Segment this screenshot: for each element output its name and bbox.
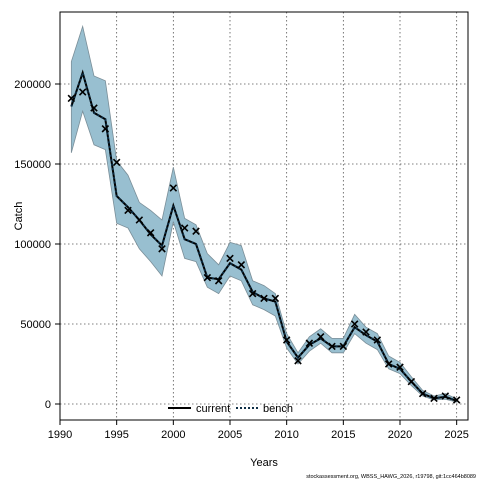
observed-point bbox=[396, 363, 404, 371]
y-tick-label: 0 bbox=[45, 399, 51, 411]
y-tick-label: 200000 bbox=[14, 79, 51, 91]
observed-point bbox=[112, 158, 121, 167]
series-line-bench bbox=[70, 69, 457, 402]
observed-point bbox=[430, 394, 438, 403]
x-tick-label: 2010 bbox=[274, 429, 298, 441]
observed-point-stroke bbox=[328, 342, 336, 351]
observed-point bbox=[452, 396, 461, 404]
y-axis-label: Catch bbox=[13, 202, 25, 231]
observed-point-stroke bbox=[441, 392, 450, 400]
observed-point-stroke bbox=[214, 277, 223, 285]
observed-point bbox=[67, 94, 76, 103]
observed-point bbox=[214, 277, 223, 285]
observed-point-stroke bbox=[78, 88, 87, 96]
observed-point bbox=[260, 294, 268, 303]
observed-point bbox=[78, 88, 87, 96]
x-tick-label: 2015 bbox=[331, 429, 355, 441]
legend: current bench bbox=[168, 403, 293, 415]
observed-point-stroke bbox=[418, 389, 427, 398]
observed-point bbox=[146, 229, 155, 237]
observed-point-stroke bbox=[350, 320, 359, 328]
observed-point bbox=[237, 261, 246, 269]
x-axis-label: Years bbox=[250, 457, 278, 469]
series-line-current bbox=[70, 69, 457, 402]
footer-text: stockassessment.org, WBSS_HAWG_2026, r19… bbox=[306, 474, 476, 480]
observed-point-stroke bbox=[124, 206, 132, 215]
observed-point-stroke bbox=[316, 333, 325, 341]
x-tick-label: 2025 bbox=[444, 429, 468, 441]
observed-point bbox=[158, 245, 166, 253]
observed-point bbox=[203, 273, 212, 282]
observed-point bbox=[339, 342, 348, 351]
observed-point-stroke bbox=[90, 104, 98, 112]
observed-point-stroke bbox=[158, 245, 166, 253]
observed-point bbox=[384, 360, 393, 368]
observed-point bbox=[441, 392, 450, 400]
observed-point bbox=[294, 357, 302, 365]
observed-point-stroke bbox=[180, 224, 189, 232]
observed-point-stroke bbox=[260, 294, 268, 303]
grid bbox=[59, 12, 468, 420]
legend-bench-label: bench bbox=[263, 403, 293, 415]
observed-point bbox=[192, 227, 200, 235]
observed-point-stroke bbox=[407, 377, 416, 386]
observed-point-stroke bbox=[226, 254, 234, 263]
x-tick-label: 2020 bbox=[388, 429, 412, 441]
observed-point-stroke bbox=[67, 94, 76, 103]
observed-point bbox=[180, 224, 189, 232]
observed-point-stroke bbox=[203, 273, 212, 282]
observed-point bbox=[305, 339, 314, 347]
observed-point bbox=[248, 289, 257, 298]
observed-point-stroke bbox=[271, 294, 280, 303]
observed-point-stroke bbox=[282, 336, 291, 344]
observed-point bbox=[407, 377, 416, 386]
observed-point-stroke bbox=[112, 158, 121, 167]
observed-point bbox=[328, 342, 336, 351]
observed-point-stroke bbox=[101, 125, 110, 133]
observed-point-stroke bbox=[430, 394, 438, 403]
observed-point bbox=[169, 184, 178, 192]
observed-point-stroke bbox=[146, 229, 155, 237]
observed-point-stroke bbox=[135, 216, 144, 224]
observed-point-stroke bbox=[396, 363, 404, 371]
x-tick-label: 1995 bbox=[104, 429, 128, 441]
observed-point-stroke bbox=[237, 261, 246, 269]
plot-frame bbox=[59, 11, 469, 421]
y-tick-label: 50000 bbox=[20, 319, 51, 331]
observed-point bbox=[124, 206, 132, 215]
observed-point bbox=[226, 254, 234, 263]
observed-point bbox=[282, 336, 291, 344]
legend-current-label: current bbox=[196, 403, 230, 415]
observed-point-stroke bbox=[339, 342, 348, 351]
observed-point-stroke bbox=[248, 289, 257, 298]
y-axis: 0 50000 100000 150000 200000 bbox=[14, 79, 60, 411]
observed-point bbox=[350, 320, 359, 328]
observed-point-stroke bbox=[294, 357, 302, 365]
observed-point bbox=[316, 333, 325, 341]
x-tick-label: 2005 bbox=[218, 429, 242, 441]
x-tick-label: 1990 bbox=[48, 429, 72, 441]
observed-point-stroke bbox=[169, 184, 178, 192]
observed-point bbox=[271, 294, 280, 303]
x-axis: 1990 1995 2000 2005 2010 2015 2020 2025 bbox=[48, 420, 469, 441]
observed-point-stroke bbox=[362, 328, 370, 336]
observed-point bbox=[373, 336, 382, 344]
y-tick-label: 100000 bbox=[14, 239, 51, 251]
observed-point bbox=[362, 328, 370, 336]
y-tick-label: 150000 bbox=[14, 159, 51, 171]
observed-point bbox=[90, 104, 98, 112]
confidence-band bbox=[70, 24, 458, 403]
observed-point bbox=[135, 216, 144, 224]
series-lines bbox=[70, 69, 457, 402]
observed-point-stroke bbox=[384, 360, 393, 368]
observed-point-stroke bbox=[373, 336, 382, 344]
observed-point-stroke bbox=[452, 396, 461, 404]
observed-point-stroke bbox=[305, 339, 314, 347]
observed-points bbox=[67, 88, 461, 404]
x-tick-label: 2000 bbox=[161, 429, 185, 441]
observed-point-stroke bbox=[192, 227, 200, 235]
observed-point bbox=[101, 125, 110, 133]
observed-point bbox=[418, 389, 427, 398]
